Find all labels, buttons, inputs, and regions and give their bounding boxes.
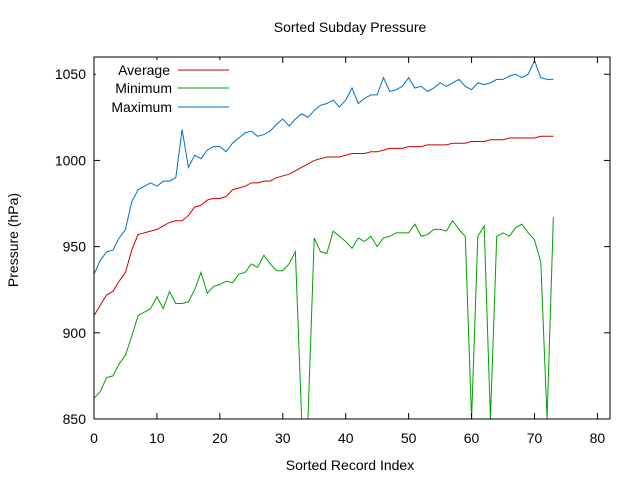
legend-label-average: Average xyxy=(118,62,170,78)
legend-label-maximum: Maximum xyxy=(111,99,172,115)
x-tick-label: 30 xyxy=(275,430,291,446)
x-tick-label: 0 xyxy=(90,430,98,446)
series-layer xyxy=(93,59,554,420)
legend: Average Minimum Maximum xyxy=(96,60,232,116)
x-tick-label: 40 xyxy=(338,430,354,446)
chart-title: Sorted Subday Pressure xyxy=(274,19,427,35)
x-tick-label: 20 xyxy=(212,430,228,446)
y-tick-label: 1000 xyxy=(55,152,86,168)
y-tick-label: 850 xyxy=(63,411,87,427)
x-tick-label: 10 xyxy=(149,430,165,446)
x-tick-label: 60 xyxy=(464,430,480,446)
x-axis-label: Sorted Record Index xyxy=(286,457,414,473)
y-tick-label: 950 xyxy=(63,239,87,255)
ticks-layer: 0 10 20 30 40 50 60 70 80 850 900 950 1000 1050 xyxy=(55,57,610,446)
y-tick-label: 1050 xyxy=(55,66,86,82)
x-tick-label: 50 xyxy=(401,430,417,446)
y-axis-label: Pressure (hPa) xyxy=(5,193,21,287)
x-tick-label: 80 xyxy=(590,430,606,446)
series-line-minimum xyxy=(93,217,554,420)
y-tick-label: 900 xyxy=(63,325,87,341)
plot-frame xyxy=(93,56,611,420)
series-line-maximum xyxy=(93,59,554,275)
legend-label-minimum: Minimum xyxy=(115,80,172,96)
x-tick-label: 70 xyxy=(527,430,543,446)
series-line-average xyxy=(93,135,554,316)
